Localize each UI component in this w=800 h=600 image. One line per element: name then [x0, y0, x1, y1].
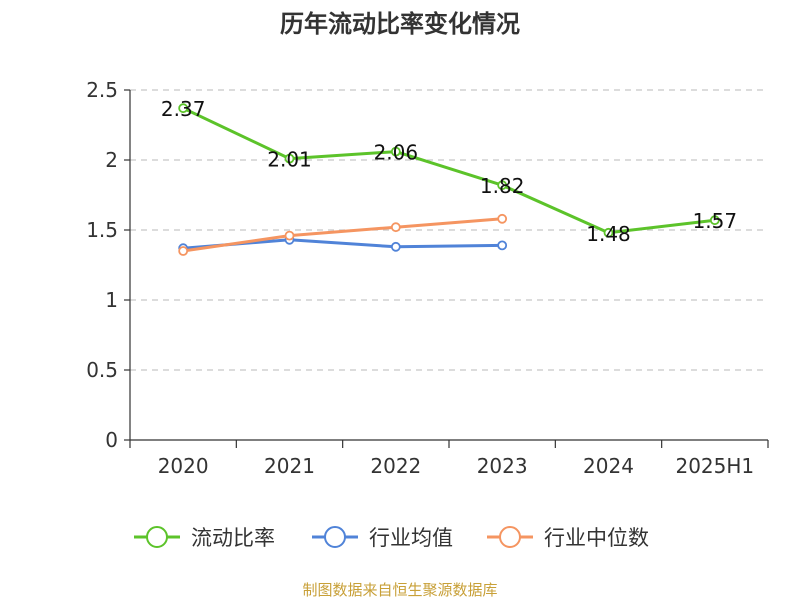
data-label: 1.82: [480, 174, 525, 198]
data-point: [390, 241, 401, 252]
series-line-0: [182, 106, 716, 235]
axes: 0 0.5 1 1.5 2 2.5 2020 2021 2022 2023 2024 2025H1: [86, 78, 769, 478]
legend-marker: [324, 526, 346, 548]
data-label: 2.01: [267, 148, 312, 172]
grid-lines: [130, 89, 768, 371]
data-point: [178, 103, 189, 114]
data-labels: 2.37 2.01 2.06 1.82 1.48 1.57: [161, 97, 737, 246]
data-label: 1.57: [693, 209, 738, 233]
y-tick-label: 2.5: [86, 78, 118, 102]
legend-label: 行业中位数: [544, 526, 649, 550]
data-point: [178, 246, 189, 256]
data-point: [284, 153, 295, 164]
data-label: 2.06: [374, 141, 419, 165]
legend-label: 行业均值: [369, 526, 453, 550]
y-tick-label: 2: [105, 148, 118, 172]
data-point: [497, 240, 508, 251]
data-point: [709, 215, 720, 226]
data-point: [390, 146, 401, 157]
x-tick-label: 2023: [477, 454, 528, 478]
y-tick-label: 1: [105, 288, 118, 312]
data-point: [497, 180, 508, 191]
data-label: 1.48: [586, 222, 631, 246]
x-tick-label: 2024: [583, 454, 634, 478]
data-point: [603, 227, 614, 238]
x-tick-label: 2021: [264, 454, 315, 478]
data-point: [390, 222, 401, 233]
legend-marker: [499, 526, 521, 548]
data-label: 2.37: [161, 97, 206, 121]
y-tick-label: 0: [105, 428, 118, 452]
chart-title: 历年流动比率变化情况: [280, 10, 520, 38]
x-tick-label: 2022: [370, 454, 421, 478]
data-point: [284, 230, 295, 241]
source-note: 制图数据来自恒生聚源数据库: [302, 581, 497, 599]
y-tick-label: 1.5: [86, 218, 118, 242]
data-point: [497, 213, 508, 224]
series-line-2: [182, 217, 503, 253]
x-tick-label: 2020: [158, 454, 209, 478]
legend-label: 流动比率: [191, 526, 275, 550]
x-tick-label: 2025H1: [675, 454, 754, 478]
legend-marker: [146, 526, 168, 548]
y-tick-label: 0.5: [86, 358, 118, 382]
legend: 流动比率 行业均值 行业中位数: [134, 526, 649, 550]
series-layer: [178, 103, 720, 256]
